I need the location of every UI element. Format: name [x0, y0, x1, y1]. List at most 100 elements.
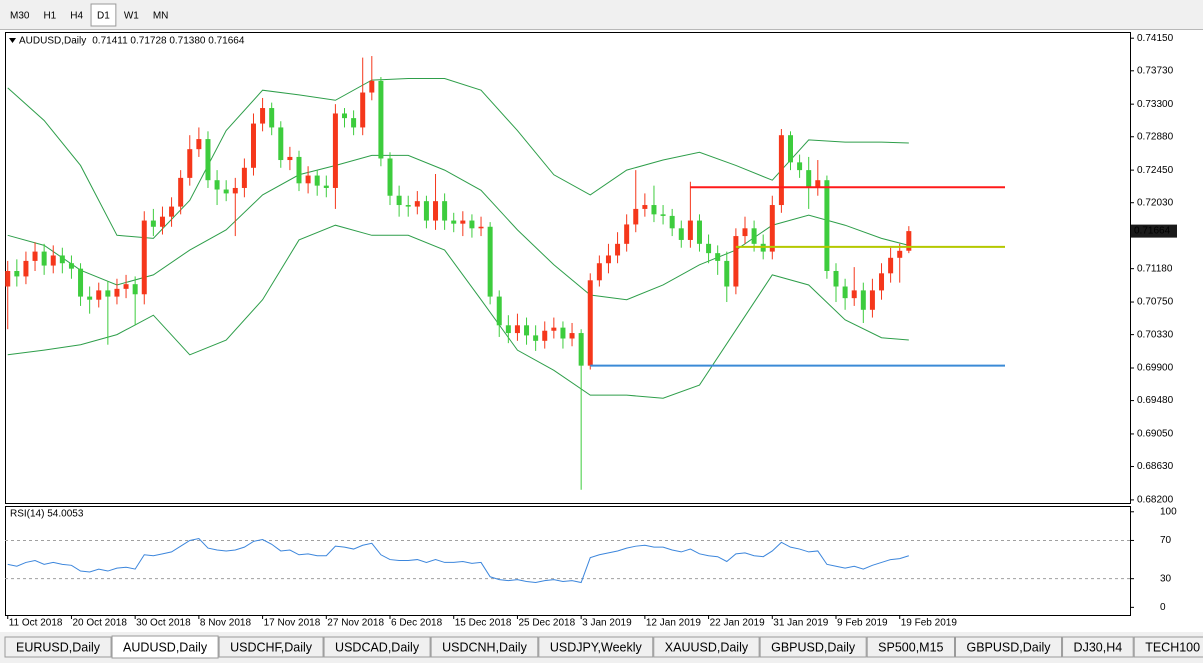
- candle-body: [469, 220, 475, 229]
- candle-body: [533, 335, 539, 341]
- timeframe-button[interactable]: [37, 4, 63, 26]
- chart-tab-label[interactable]: XAUUSD,Daily: [665, 640, 749, 654]
- timeframe-label[interactable]: H1: [43, 11, 56, 22]
- candle-body: [232, 187, 238, 194]
- toolbar: [0, 0, 1203, 30]
- y-tick-label: 0.72450: [1137, 165, 1174, 176]
- candle-body: [514, 325, 520, 334]
- y-tick-label: 30: [1160, 573, 1172, 584]
- indicator-title: RSI(14) 54.0053: [10, 509, 84, 520]
- candle-body: [241, 167, 247, 188]
- ohlc-text: 0.71411 0.71728 0.71380 0.71664: [92, 36, 245, 47]
- chart-tab-label[interactable]: USDJPY,Weekly: [550, 640, 643, 654]
- candle-body: [669, 215, 675, 229]
- timeframe-button[interactable]: [117, 4, 145, 26]
- chart-tab-label[interactable]: USDCNH,Daily: [442, 640, 527, 654]
- candle-body: [578, 333, 584, 366]
- y-tick-label: 0.73730: [1137, 65, 1174, 76]
- candle-body: [423, 201, 429, 221]
- candle-body: [651, 205, 657, 215]
- chart-tab[interactable]: [111, 635, 219, 659]
- candle-body: [351, 118, 357, 128]
- chart-tab[interactable]: [4, 636, 112, 658]
- timeframe-button[interactable]: [64, 4, 90, 26]
- main-panel-frame: [5, 32, 1131, 504]
- timeframe-label[interactable]: H4: [70, 11, 83, 22]
- chart-tab[interactable]: [866, 636, 955, 658]
- chart-title: AUDUSD,Daily: [19, 36, 86, 47]
- candle-body: [396, 195, 402, 206]
- candle-body: [769, 205, 775, 252]
- chart-tab[interactable]: [1133, 636, 1203, 658]
- timeframe-button[interactable]: [4, 4, 36, 26]
- chart-tab[interactable]: [538, 636, 654, 658]
- chart-tab-label[interactable]: GBPUSD,Daily: [967, 640, 1052, 654]
- x-tick-label: 30 Oct 2018: [136, 618, 191, 629]
- x-tick-label: 3 Jan 2019: [582, 618, 632, 629]
- x-tick-label: 22 Jan 2019: [710, 618, 765, 629]
- candle-body: [715, 253, 721, 261]
- candle-body: [332, 113, 338, 188]
- candle-body: [369, 80, 375, 93]
- chart-tab[interactable]: [653, 636, 760, 658]
- chart-tab-label[interactable]: EURUSD,Daily: [16, 640, 101, 654]
- chart-tab-label[interactable]: GBPUSD,Daily: [771, 640, 856, 654]
- chart-tab[interactable]: [430, 636, 539, 658]
- candle-body: [724, 260, 730, 287]
- candle-body: [833, 270, 839, 287]
- timeframe-label[interactable]: M30: [10, 11, 30, 22]
- candle-body: [442, 201, 448, 221]
- chart-tab[interactable]: [218, 636, 324, 658]
- candle-body: [496, 296, 502, 326]
- candle-body: [569, 333, 575, 339]
- chart-tab-label[interactable]: DJ30,H4: [1074, 640, 1123, 654]
- candle-body: [23, 260, 29, 277]
- timeframe-label[interactable]: MN: [153, 11, 169, 22]
- candle-body: [478, 226, 484, 229]
- candle-body: [897, 250, 903, 258]
- x-tick-label: 19 Feb 2019: [901, 618, 958, 629]
- chart-tab-label[interactable]: USDCHF,Daily: [230, 640, 313, 654]
- chart-tab-label[interactable]: TECH100: [1145, 640, 1200, 654]
- candle-body: [96, 290, 102, 300]
- menu-triangle[interactable]: [9, 38, 16, 43]
- candle-body: [860, 290, 866, 310]
- candle-body: [778, 135, 784, 206]
- candle-body: [869, 290, 875, 310]
- rsi-panel-frame: [5, 506, 1131, 616]
- chart-tab[interactable]: [955, 636, 1063, 658]
- candle-body: [605, 255, 611, 264]
- candle-body: [806, 170, 812, 188]
- candle-body: [460, 220, 466, 224]
- candle-body: [260, 108, 266, 124]
- candle-body: [742, 228, 748, 237]
- timeframe-button[interactable]: [90, 3, 117, 27]
- candle-body: [178, 177, 184, 207]
- x-tick-label: 17 Nov 2018: [264, 618, 321, 629]
- chart-tab[interactable]: [759, 636, 867, 658]
- last-price-box: [1131, 224, 1177, 238]
- candle-body: [305, 175, 311, 184]
- y-tick-label: 0.72030: [1137, 197, 1174, 208]
- candle-body: [433, 201, 439, 221]
- candle-body: [505, 325, 511, 334]
- timeframe-button[interactable]: [146, 4, 175, 26]
- timeframe-label[interactable]: D1: [97, 11, 110, 22]
- chart-tab-label[interactable]: AUDUSD,Daily: [123, 640, 208, 654]
- timeframe-label[interactable]: W1: [124, 11, 139, 22]
- candle-body: [524, 325, 530, 336]
- candle-body: [141, 220, 147, 295]
- candle-body: [78, 268, 84, 297]
- candle-body: [405, 205, 411, 207]
- chart-tab[interactable]: [323, 636, 431, 658]
- candle-body: [414, 201, 420, 207]
- chart-tab[interactable]: [1062, 636, 1134, 658]
- y-tick-label: 100: [1160, 506, 1177, 517]
- x-tick-label: 31 Jan 2019: [773, 618, 828, 629]
- y-tick-label: 0.70330: [1137, 329, 1174, 340]
- chart-tab-label[interactable]: SP500,M15: [878, 640, 943, 654]
- candle-body: [5, 270, 11, 287]
- candle-body: [360, 92, 366, 128]
- chart-tab-label[interactable]: USDCAD,Daily: [335, 640, 420, 654]
